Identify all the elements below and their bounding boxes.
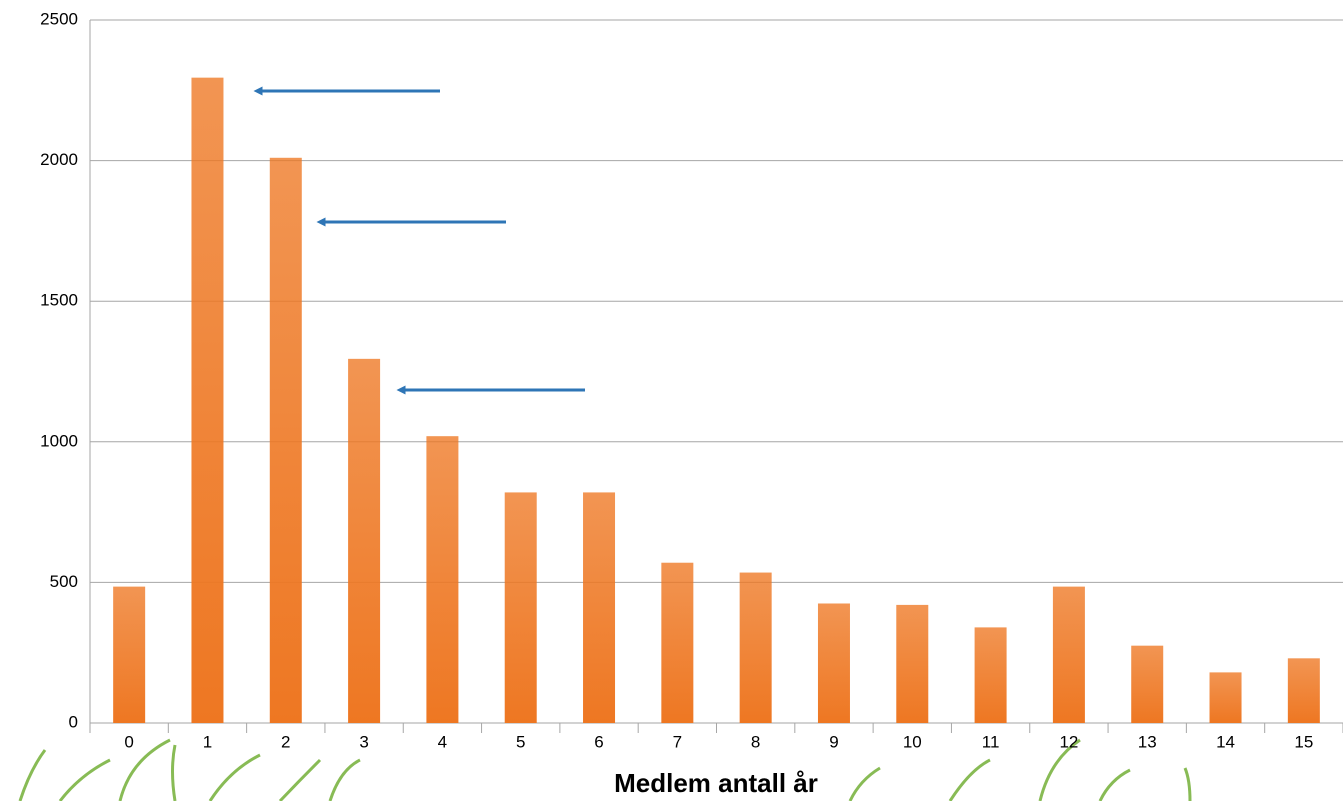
x-tick-label: 1 bbox=[203, 732, 212, 751]
x-tick-label: 7 bbox=[673, 732, 682, 751]
x-tick-label: 14 bbox=[1216, 732, 1235, 751]
x-tick-label: 6 bbox=[594, 732, 603, 751]
bar bbox=[661, 562, 694, 723]
bar bbox=[191, 77, 224, 723]
y-tick-label: 500 bbox=[50, 572, 78, 591]
x-tick-label: 2 bbox=[281, 732, 290, 751]
bar bbox=[1209, 672, 1242, 723]
y-tick-label: 2500 bbox=[40, 9, 78, 28]
x-tick-label: 0 bbox=[124, 732, 133, 751]
y-tick-label: 1500 bbox=[40, 291, 78, 310]
x-tick-label: 9 bbox=[829, 732, 838, 751]
x-tick-label: 4 bbox=[438, 732, 447, 751]
y-tick-label: 0 bbox=[69, 712, 78, 731]
bar bbox=[269, 157, 302, 724]
x-tick-label: 12 bbox=[1059, 732, 1078, 751]
annotation-arrows bbox=[253, 86, 585, 395]
bar bbox=[1287, 658, 1320, 723]
bar bbox=[583, 492, 616, 723]
bar bbox=[817, 603, 850, 723]
bar bbox=[348, 358, 381, 723]
x-axis-title: Medlem antall år bbox=[614, 768, 818, 798]
bar bbox=[1052, 586, 1085, 723]
bar bbox=[896, 604, 929, 723]
grass-decoration bbox=[18, 738, 1192, 801]
x-tick-label: 10 bbox=[903, 732, 922, 751]
x-tick-label: 5 bbox=[516, 732, 525, 751]
x-tick-label: 13 bbox=[1138, 732, 1157, 751]
bar bbox=[426, 436, 459, 723]
y-tick-label: 2000 bbox=[40, 150, 78, 169]
bar bbox=[739, 572, 772, 723]
x-tick-label: 11 bbox=[982, 732, 1000, 751]
y-tick-label: 1000 bbox=[40, 431, 78, 450]
bar bbox=[113, 586, 146, 723]
bar bbox=[1131, 645, 1164, 723]
bar bbox=[504, 492, 537, 723]
bar bbox=[974, 627, 1007, 723]
x-tick-label: 3 bbox=[359, 732, 368, 751]
x-tick-label: 15 bbox=[1294, 732, 1313, 751]
x-tick-label: 8 bbox=[751, 732, 760, 751]
